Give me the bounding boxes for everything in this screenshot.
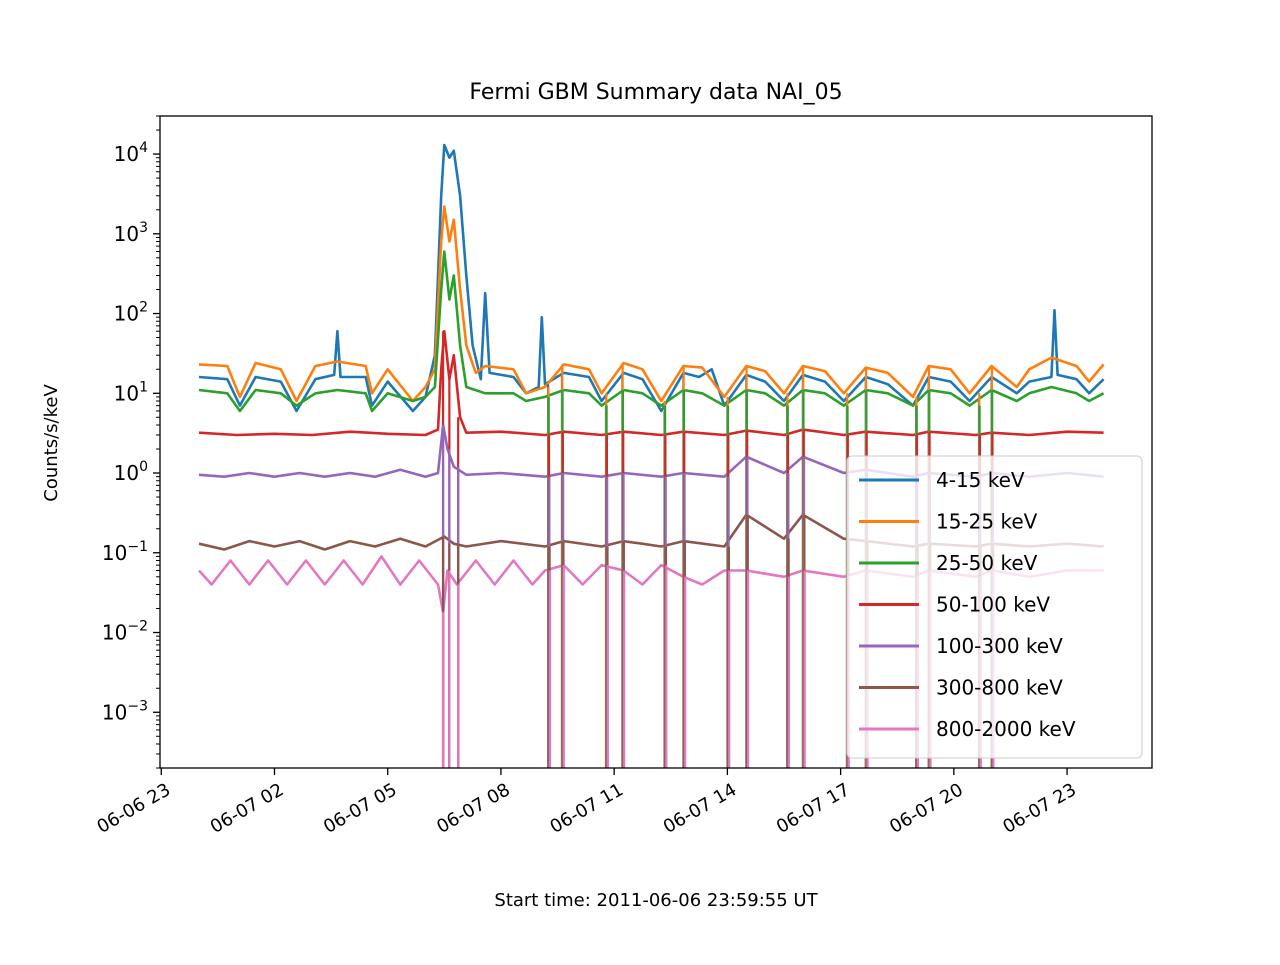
y-tick-exp-4: 0 bbox=[139, 459, 148, 475]
legend-label-1: 4-15 keV bbox=[936, 468, 1025, 492]
legend-label-2: 15-25 keV bbox=[936, 510, 1038, 534]
y-tick-label-5: 101 bbox=[114, 379, 148, 405]
series-line-3 bbox=[198, 250, 1105, 413]
y-tick-base-3: 10 bbox=[102, 541, 127, 565]
y-tick-base-7: 10 bbox=[114, 222, 139, 246]
y-tick-exp-3: −1 bbox=[127, 539, 148, 555]
chart-title: Fermi GBM Summary data NAI_05 bbox=[469, 80, 842, 105]
y-tick-exp-5: 1 bbox=[139, 379, 148, 395]
y-tick-label-6: 102 bbox=[114, 300, 148, 326]
y-tick-base-2: 10 bbox=[102, 621, 127, 645]
y-tick-label-8: 104 bbox=[114, 140, 148, 166]
y-axis-label: Counts/s/keV bbox=[41, 384, 62, 502]
legend-label-7: 800-2000 keV bbox=[936, 717, 1076, 741]
y-tick-base-1: 10 bbox=[102, 700, 127, 724]
y-tick-base-6: 10 bbox=[114, 302, 139, 326]
y-tick-exp-7: 3 bbox=[139, 220, 148, 236]
y-tick-exp-6: 2 bbox=[139, 300, 148, 316]
y-tick-label-3: 10−1 bbox=[102, 539, 148, 565]
plot-frame bbox=[159, 115, 1153, 769]
y-tick-label-7: 103 bbox=[114, 220, 148, 246]
series-line-2 bbox=[198, 205, 1105, 403]
legend-box bbox=[846, 455, 1143, 759]
legend: 4-15 keV 15-25 keV 25-50 keV 50-100 keV 100-… bbox=[846, 455, 1143, 759]
y-tick-base-8: 10 bbox=[114, 142, 139, 166]
y-tick-base-5: 10 bbox=[114, 381, 139, 405]
y-tick-label-1: 10−3 bbox=[102, 698, 148, 724]
y-tick-exp-8: 4 bbox=[139, 140, 148, 156]
series-line-1 bbox=[198, 143, 1105, 413]
legend-label-3: 25-50 keV bbox=[936, 551, 1038, 575]
y-tick-label-4: 100 bbox=[114, 459, 148, 485]
y-tick-exp-1: −3 bbox=[127, 698, 148, 714]
y-tick-base-4: 10 bbox=[114, 461, 139, 485]
series-line-4 bbox=[198, 329, 1104, 437]
legend-label-6: 300-800 keV bbox=[936, 676, 1063, 700]
legend-label-4: 50-100 keV bbox=[936, 593, 1050, 617]
legend-label-5: 100-300 keV bbox=[936, 634, 1063, 658]
x-axis-label: Start time: 2011-06-06 23:59:55 UT bbox=[494, 890, 818, 911]
y-tick-label-2: 10−2 bbox=[102, 619, 148, 645]
y-tick-exp-2: −2 bbox=[127, 619, 148, 635]
